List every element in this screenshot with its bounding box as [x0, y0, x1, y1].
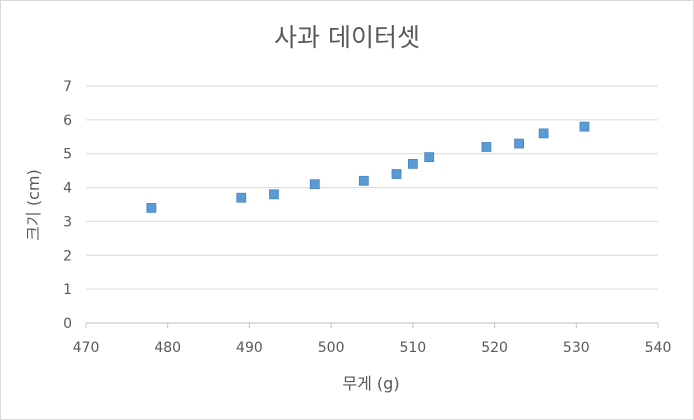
- y-tick-label: 6: [63, 113, 72, 129]
- x-tick-label: 510: [399, 340, 426, 356]
- data-point: [269, 189, 279, 200]
- x-tick-label: 490: [236, 340, 263, 356]
- y-tick-label: 2: [63, 248, 72, 264]
- y-tick-label: 4: [63, 181, 72, 197]
- data-point: [407, 158, 418, 169]
- gridlines: [86, 85, 658, 290]
- x-tick-label: 470: [73, 340, 100, 356]
- tick-labels: 0 1 2 3 4 5 6 7 470 480 490 500 510 520 530 540: [63, 79, 671, 356]
- axes: [85, 322, 659, 328]
- y-tick-label: 0: [63, 316, 72, 332]
- x-tick-label: 500: [318, 340, 345, 356]
- y-tick-label: 7: [63, 79, 72, 95]
- data-point: [481, 142, 492, 152]
- x-tick-label: 480: [154, 340, 181, 356]
- x-tick-label: 520: [481, 340, 508, 356]
- data-point: [514, 138, 524, 149]
- data-point: [146, 202, 157, 213]
- data-points: [146, 121, 590, 213]
- data-point: [538, 128, 549, 139]
- chart-title: 사과 데이터셋: [274, 23, 420, 52]
- data-point: [391, 169, 402, 179]
- x-tick-label: 540: [645, 340, 672, 356]
- data-point: [236, 192, 247, 203]
- x-tick-label: 530: [563, 340, 590, 356]
- data-point: [358, 175, 369, 186]
- data-point: [579, 121, 590, 132]
- y-tick-label: 1: [63, 282, 72, 298]
- y-tick-label: 5: [63, 147, 72, 163]
- x-axis-title: 무게 (g): [342, 374, 400, 393]
- data-point: [424, 152, 435, 163]
- data-point: [309, 179, 320, 190]
- y-tick-label: 3: [63, 214, 72, 230]
